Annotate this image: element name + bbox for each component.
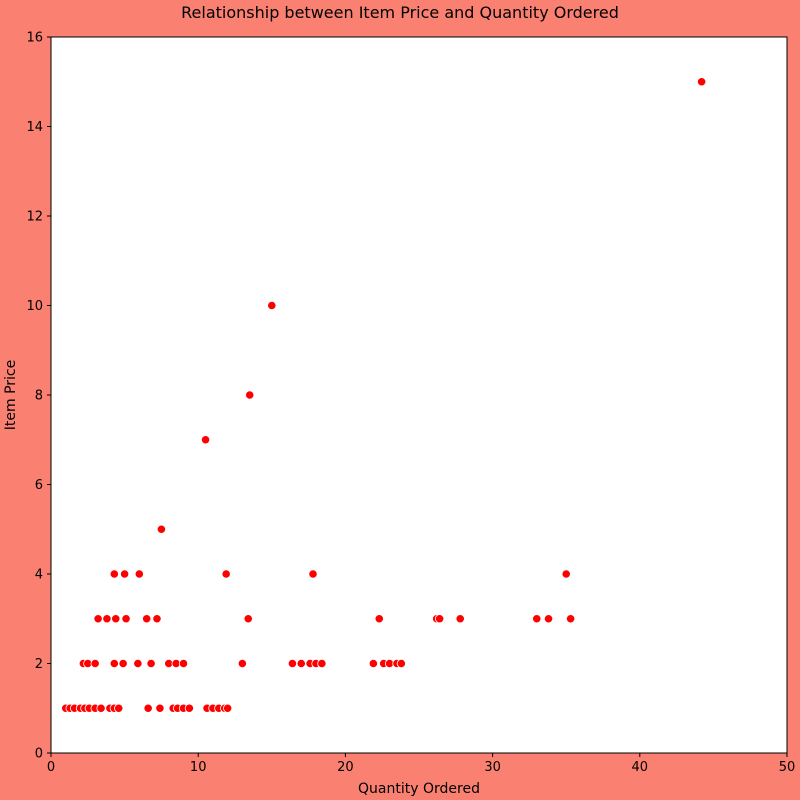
scatter-point <box>308 569 318 579</box>
scatter-point <box>543 614 554 624</box>
scatter-point <box>133 658 143 669</box>
scatter-point <box>96 703 106 713</box>
x-tick-label: 30 <box>484 760 501 775</box>
scatter-point <box>243 614 253 624</box>
x-tick-label: 20 <box>337 760 354 775</box>
scatter-point <box>697 77 707 87</box>
scatter-point <box>455 614 465 624</box>
scatter-point <box>178 658 189 669</box>
y-tick-label: 10 <box>26 299 43 314</box>
scatter-point <box>223 703 233 713</box>
data-points <box>61 77 707 713</box>
y-tick-label: 2 <box>35 657 43 672</box>
scatter-point <box>237 658 247 669</box>
scatter-point <box>111 614 121 624</box>
scatter-point <box>143 703 153 713</box>
scatter-point <box>317 658 327 669</box>
scatter-point <box>114 703 124 713</box>
y-tick-label: 14 <box>26 120 43 135</box>
plot-area <box>51 37 787 753</box>
y-tick-label: 4 <box>35 568 43 583</box>
scatter-point <box>90 658 100 669</box>
y-axis-label: Item Price <box>3 360 19 430</box>
scatter-point <box>134 569 144 579</box>
scatter-point <box>200 435 211 445</box>
scatter-point <box>245 390 255 400</box>
y-tick-label: 8 <box>35 389 43 404</box>
scatter-point <box>221 569 231 579</box>
x-tick-label: 0 <box>47 760 55 775</box>
scatter-point <box>109 569 119 579</box>
chart-title: Relationship between Item Price and Quan… <box>181 3 619 22</box>
y-tick-label: 12 <box>26 210 43 225</box>
scatter-point <box>296 658 306 669</box>
y-tick-label: 0 <box>35 747 43 762</box>
scatter-point <box>435 614 445 624</box>
x-tick-label: 50 <box>779 760 796 775</box>
scatter-point <box>146 658 156 669</box>
scatter-point <box>155 703 165 713</box>
scatter-point <box>396 658 406 669</box>
x-tick-label: 10 <box>190 760 207 775</box>
x-tick-label: 40 <box>632 760 649 775</box>
scatter-point <box>118 658 128 669</box>
scatter-point <box>93 614 103 624</box>
y-tick-label: 16 <box>26 31 43 46</box>
scatter-point <box>566 614 576 624</box>
scatter-point <box>120 569 130 579</box>
scatter-point <box>267 300 277 311</box>
scatter-point <box>152 614 162 624</box>
x-axis-label: Quantity Ordered <box>358 781 480 797</box>
scatter-point <box>287 658 298 669</box>
y-tick-label: 6 <box>35 478 43 493</box>
scatter-point <box>156 524 166 534</box>
scatter-point <box>368 658 378 669</box>
scatter-point <box>142 614 152 624</box>
scatter-point <box>374 614 384 624</box>
scatter-point <box>121 614 131 624</box>
scatter-point <box>184 703 194 713</box>
scatter-point <box>102 614 112 624</box>
scatter-point <box>561 569 571 579</box>
axes: 0 10 20 30 40 50 0 2 4 6 8 10 12 14 16 <box>26 31 795 776</box>
scatter-point <box>532 614 542 624</box>
scatter-point <box>109 658 119 669</box>
